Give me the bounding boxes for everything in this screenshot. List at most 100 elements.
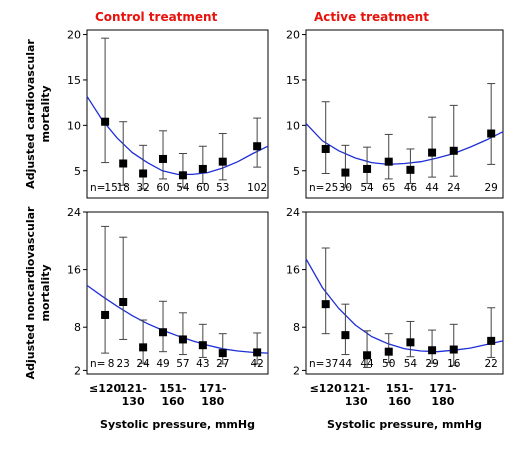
- data-point: [363, 351, 372, 360]
- x-axis-label: Systolic pressure, mmHg: [100, 418, 255, 431]
- data-point: [101, 117, 110, 126]
- x-category-line: ≤120: [310, 382, 343, 395]
- n-count: 27: [216, 358, 229, 370]
- panel-1: 5 10 15 20 Control treatment Adjusted cardiov…: [24, 10, 269, 199]
- y-tick-label: 16: [67, 264, 81, 277]
- n-count: 49: [156, 358, 169, 370]
- x-category-label: 171-180: [429, 382, 457, 408]
- data-point: [139, 169, 148, 178]
- n-count: 60: [196, 182, 209, 194]
- y-tick-label: 24: [286, 206, 300, 219]
- y-tick-label: 20: [67, 29, 81, 42]
- x-category-label: 151-160: [386, 382, 414, 408]
- y-tick-label: 8: [293, 321, 300, 334]
- data-point: [119, 159, 128, 168]
- n-prefix: n=: [90, 358, 105, 370]
- y-tick-label: 2: [74, 364, 81, 377]
- data-point: [321, 300, 330, 309]
- data-point: [253, 142, 262, 151]
- data-point: [449, 345, 458, 354]
- panel-title: Control treatment: [95, 10, 218, 24]
- n-count: 102: [247, 182, 267, 194]
- y-axis-label-line: mortality: [39, 85, 52, 142]
- plot-frame: [86, 211, 269, 375]
- x-category-label: 171-180: [199, 382, 227, 408]
- n-count: 23: [117, 358, 130, 370]
- y-tick-label: 16: [286, 264, 300, 277]
- x-category-line: 151-: [159, 382, 187, 395]
- n-count: 29: [484, 182, 497, 194]
- x-category-line: 180: [201, 395, 224, 408]
- x-category-line: 171-: [429, 382, 457, 395]
- y-tick-label: 5: [74, 165, 81, 178]
- x-category-label: ≤120: [89, 382, 122, 395]
- data-point: [119, 298, 128, 306]
- y-tick-label: 15: [67, 74, 81, 87]
- n-prefix: n=: [90, 182, 105, 194]
- data-point: [341, 168, 350, 177]
- y-tick-label: 15: [286, 74, 300, 87]
- data-point: [363, 164, 372, 173]
- data-point: [159, 328, 168, 337]
- n-prefix: n=: [309, 182, 324, 194]
- y-tick-label: 10: [67, 119, 81, 132]
- n-count: 44: [360, 358, 374, 370]
- fitted-curve: [305, 123, 504, 166]
- data-point: [406, 338, 415, 347]
- x-category-line: 160: [161, 395, 184, 408]
- fitted-curve: [86, 284, 269, 354]
- n-count: 42: [250, 358, 263, 370]
- n-count: 22: [484, 358, 497, 370]
- n-count: 50: [382, 358, 395, 370]
- data-point: [449, 146, 458, 155]
- n-count: 24: [136, 358, 150, 370]
- plot-frame: [305, 29, 504, 199]
- data-point: [253, 348, 262, 357]
- data-point: [101, 310, 110, 319]
- y-axis-label-line: Adjusted noncardiovascular: [24, 206, 37, 379]
- x-axis-label: Systolic pressure, mmHg: [327, 418, 482, 431]
- x-category-label: 121-130: [342, 382, 370, 408]
- x-category-label: ≤120: [310, 382, 343, 395]
- panel-3: 2 8 16 24 Adjusted noncardiovascular mortalit…: [24, 206, 269, 431]
- n-count: 30: [339, 182, 352, 194]
- n-count: 29: [425, 358, 438, 370]
- n-count: 18: [117, 182, 130, 194]
- data-point: [487, 336, 496, 345]
- y-axis-label-line: mortality: [39, 264, 52, 321]
- x-category-line: 121-: [119, 382, 147, 395]
- data-point: [218, 157, 227, 166]
- n-count: 25: [325, 182, 338, 194]
- y-tick-label: 24: [67, 206, 81, 219]
- x-category-line: 180: [431, 395, 454, 408]
- y-tick-label: 2: [293, 364, 300, 377]
- x-category-line: 130: [122, 395, 145, 408]
- x-category-line: 130: [345, 395, 368, 408]
- data-point: [321, 144, 330, 153]
- x-category-label: 121-130: [119, 382, 147, 408]
- n-count: 37: [325, 358, 338, 370]
- plot-frame: [86, 29, 269, 199]
- n-prefix: n=: [309, 358, 324, 370]
- y-axis-label: Adjusted cardiovascular mortality: [24, 39, 52, 189]
- n-count: 54: [176, 182, 190, 194]
- data-point: [341, 331, 350, 340]
- data-point: [384, 157, 393, 166]
- n-count: 44: [425, 182, 439, 194]
- n-count: 53: [216, 182, 229, 194]
- data-point: [178, 335, 187, 344]
- panel-title: Active treatment: [314, 10, 429, 24]
- n-count: 32: [136, 182, 149, 194]
- y-tick-label: 20: [286, 29, 300, 42]
- data-point: [198, 341, 207, 350]
- n-count: 43: [196, 358, 209, 370]
- n-count: 44: [339, 358, 353, 370]
- data-point: [139, 343, 148, 352]
- n-count: 65: [382, 182, 395, 194]
- x-category-label: 151-160: [159, 382, 187, 408]
- x-category-line: ≤120: [89, 382, 122, 395]
- y-tick-label: 5: [293, 165, 300, 178]
- y-tick-label: 10: [286, 119, 300, 132]
